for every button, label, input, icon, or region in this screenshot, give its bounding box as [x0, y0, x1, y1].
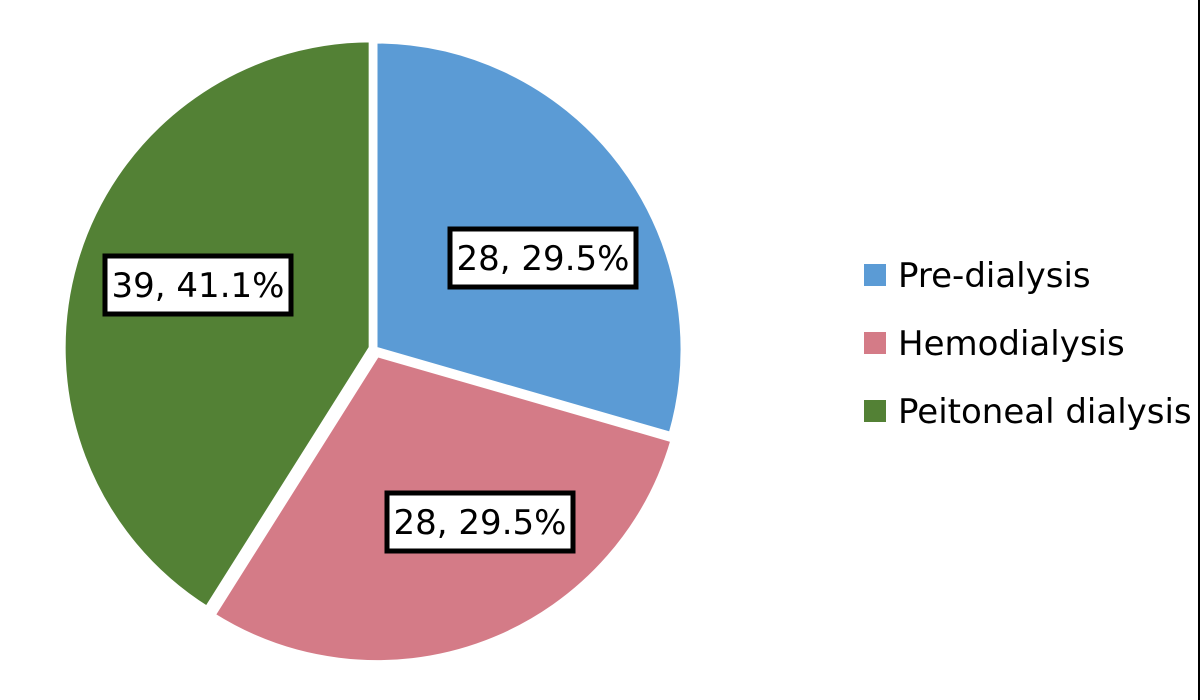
data-label-box	[102, 253, 294, 317]
legend-label-hemodialysis: Hemodialysis	[898, 324, 1125, 364]
data-label: 28, 29.5%	[394, 503, 567, 543]
legend-swatch-peitoneal-dialysis	[864, 400, 886, 422]
legend: Pre-dialysis Hemodialysis Peitoneal dialys…	[864, 256, 1192, 432]
pie-data-labels: 28, 29.5% 28, 29.5% 39, 41.1%	[102, 226, 639, 554]
data-label: 39, 41.1%	[112, 266, 285, 306]
pie-slice-peitoneal-dialysis	[60, 37, 374, 612]
data-label: 28, 29.5%	[457, 239, 630, 279]
data-label-box	[447, 226, 639, 290]
data-label-box	[384, 490, 576, 554]
legend-label-peitoneal-dialysis: Peitoneal dialysis	[898, 392, 1192, 432]
legend-swatch-hemodialysis	[864, 332, 886, 354]
legend-swatch-pre-dialysis	[864, 264, 886, 286]
legend-label-pre-dialysis: Pre-dialysis	[898, 256, 1091, 296]
pie-slices	[60, 37, 686, 666]
